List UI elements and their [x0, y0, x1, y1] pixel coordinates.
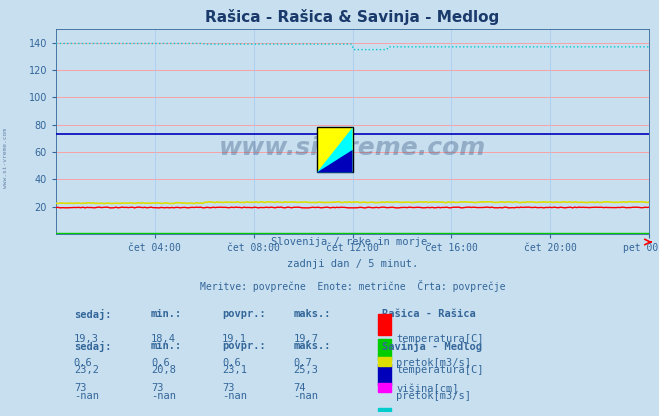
Text: 0,6: 0,6: [74, 359, 92, 369]
Text: Slovenija / reke in morje.: Slovenija / reke in morje.: [272, 238, 434, 248]
Bar: [378, 339, 391, 360]
Text: -nan: -nan: [74, 391, 99, 401]
Text: temperatura[C]: temperatura[C]: [397, 334, 484, 344]
Text: 73: 73: [151, 384, 163, 394]
Text: 19,7: 19,7: [293, 334, 318, 344]
Text: pretok[m3/s]: pretok[m3/s]: [397, 359, 471, 369]
Text: zadnji dan / 5 minut.: zadnji dan / 5 minut.: [287, 259, 418, 269]
Text: povpr.:: povpr.:: [222, 309, 266, 319]
Bar: [378, 314, 391, 335]
Bar: [378, 357, 391, 366]
Text: www.si-vreme.com: www.si-vreme.com: [3, 128, 8, 188]
Text: 73: 73: [74, 384, 86, 394]
Text: temperatura[C]: temperatura[C]: [397, 365, 484, 375]
Text: 23,2: 23,2: [74, 365, 99, 375]
Text: -nan: -nan: [151, 391, 176, 401]
Text: Rašica - Rašica: Rašica - Rašica: [382, 309, 476, 319]
Text: sedaj:: sedaj:: [74, 309, 111, 319]
Text: 0,6: 0,6: [222, 359, 241, 369]
Bar: [378, 408, 391, 416]
Polygon shape: [317, 127, 353, 172]
Text: Meritve: povprečne  Enote: metrične  Črta: povprečje: Meritve: povprečne Enote: metrične Črta:…: [200, 280, 505, 292]
Text: 25,3: 25,3: [293, 365, 318, 375]
Text: 23,1: 23,1: [222, 365, 247, 375]
Text: povpr.:: povpr.:: [222, 341, 266, 351]
Text: -nan: -nan: [293, 391, 318, 401]
Text: 74: 74: [293, 384, 306, 394]
Text: -nan: -nan: [222, 391, 247, 401]
Bar: [378, 383, 391, 391]
Text: maks.:: maks.:: [293, 309, 331, 319]
Title: Rašica - Rašica & Savinja - Medlog: Rašica - Rašica & Savinja - Medlog: [206, 9, 500, 25]
Text: 73: 73: [222, 384, 235, 394]
FancyBboxPatch shape: [317, 127, 353, 172]
Text: 20,8: 20,8: [151, 365, 176, 375]
Text: 19,1: 19,1: [222, 334, 247, 344]
Text: 18,4: 18,4: [151, 334, 176, 344]
Text: www.si-vreme.com: www.si-vreme.com: [219, 136, 486, 160]
Text: 0,6: 0,6: [151, 359, 169, 369]
Text: 0,7: 0,7: [293, 359, 312, 369]
Text: Savinja - Medlog: Savinja - Medlog: [382, 341, 482, 352]
Text: maks.:: maks.:: [293, 341, 331, 351]
Text: 19,3: 19,3: [74, 334, 99, 344]
Text: min.:: min.:: [151, 309, 182, 319]
Text: sedaj:: sedaj:: [74, 341, 111, 352]
Text: višina[cm]: višina[cm]: [397, 384, 459, 394]
Text: pretok[m3/s]: pretok[m3/s]: [397, 391, 471, 401]
Text: min.:: min.:: [151, 341, 182, 351]
Bar: [378, 364, 391, 385]
Polygon shape: [317, 150, 353, 172]
